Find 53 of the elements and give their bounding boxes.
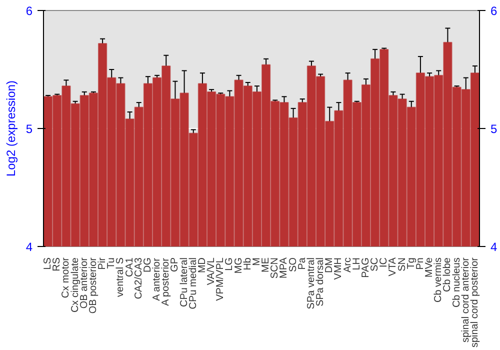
x-tick-label: SPa ventral	[306, 257, 317, 310]
x-tick-label: Tg	[406, 258, 417, 270]
x-tick-label: DM	[324, 257, 336, 274]
x-tick-label: Cb nucleus	[451, 258, 462, 308]
x-tick-label: spinal cord posterior	[469, 256, 480, 348]
x-tick-label: spinal cord anterior	[460, 256, 472, 343]
x-tick-label: GP	[170, 257, 181, 272]
x-tick-label: A posterior	[160, 257, 172, 306]
x-tick-label: CA1	[124, 257, 136, 277]
x-tick-label: SO	[288, 257, 299, 272]
x-tick-label: SCN	[270, 257, 281, 279]
y2-tick-label: 5	[490, 122, 498, 136]
x-tick-label: Cx cingulate	[70, 257, 81, 313]
x-tick-label: CA2/CA3	[133, 257, 144, 300]
x-tick-label: VPM/VPL	[215, 257, 226, 301]
x-tick-label: Cx motor	[60, 256, 72, 298]
y-tick-label: 5	[26, 122, 33, 136]
x-tick-label: MVe	[424, 257, 436, 278]
x-tick-label: M	[251, 257, 262, 266]
y-tick-label: 6	[26, 4, 33, 18]
x-tick-label: SN	[396, 257, 408, 272]
x-tick-label: VTA	[388, 257, 399, 276]
x-tick-label: MPA	[278, 257, 290, 278]
x-tick-label: Pn	[414, 257, 426, 270]
x-tick-label: OB anterior	[78, 256, 90, 309]
x-tick-label: PAG	[360, 257, 372, 278]
x-tick-label: ME	[260, 257, 272, 272]
x-tick-label: MD	[196, 257, 208, 274]
x-tick-label: Pir	[97, 256, 108, 270]
x-tick-label: SC	[370, 257, 381, 272]
x-tick-label: LH	[351, 257, 362, 270]
x-tick-label: LG	[224, 257, 236, 271]
y-tick-label: 4	[26, 240, 33, 254]
x-tick-label: MG	[233, 257, 244, 274]
x-tick-label: Arc	[342, 258, 354, 272]
y2-tick-label: 4	[490, 240, 498, 254]
x-tick-label: Pa	[296, 257, 308, 270]
x-tick-label: RS	[52, 257, 63, 272]
y-axis-title: Log2 (expression)	[4, 80, 18, 177]
x-tick-label: CPu medial	[188, 257, 199, 310]
x-tick-label: IC	[378, 258, 390, 268]
x-tick-label: VMH	[333, 257, 344, 280]
x-tick-label: DG	[142, 257, 154, 272]
x-tick-label: SPa dorsal	[315, 257, 326, 306]
x-tick-label: OB posterior	[88, 256, 99, 314]
x-tick-label: LS	[42, 257, 54, 270]
x-tick-label: ventral S	[115, 257, 126, 297]
y2-tick-label: 6	[490, 4, 498, 18]
x-tick-label: A anterior	[152, 257, 163, 301]
x-tick-label: Tu	[106, 257, 118, 269]
x-tick-label: Hb	[242, 257, 254, 270]
x-tick-label: Cb lobe	[442, 257, 454, 292]
x-tick-label: CPu lateral	[178, 258, 190, 307]
